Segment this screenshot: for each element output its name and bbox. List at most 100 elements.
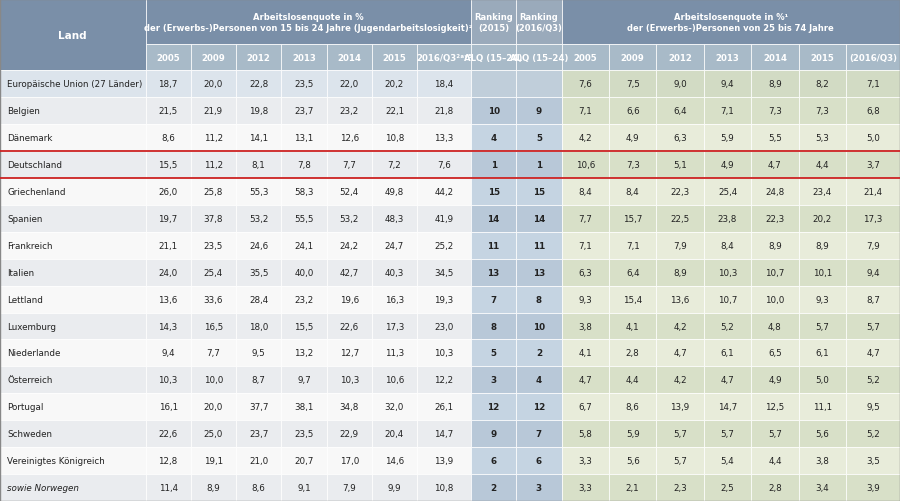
Text: Vereinigtes Königreich: Vereinigtes Königreich [7, 456, 105, 465]
Text: 25,0: 25,0 [203, 429, 223, 438]
Bar [146, 259, 191, 286]
Bar [372, 71, 417, 98]
Bar [191, 447, 236, 474]
Text: 2,1: 2,1 [626, 483, 640, 492]
Text: 4,1: 4,1 [626, 322, 640, 331]
Bar [517, 45, 562, 71]
Text: 5,2: 5,2 [866, 429, 880, 438]
Bar [146, 313, 191, 340]
Text: 23,7: 23,7 [294, 107, 313, 116]
Bar [0, 313, 146, 340]
Bar [704, 313, 752, 340]
Bar [282, 71, 327, 98]
Text: 5,7: 5,7 [768, 429, 782, 438]
Bar [471, 474, 517, 501]
Text: 10,1: 10,1 [813, 268, 832, 277]
Text: 11: 11 [533, 241, 545, 250]
Bar [704, 71, 752, 98]
Text: 12: 12 [488, 402, 500, 411]
Bar [282, 45, 327, 71]
Bar [327, 447, 372, 474]
Bar [656, 125, 704, 152]
Text: 5,7: 5,7 [815, 322, 829, 331]
Bar [752, 152, 798, 179]
Text: 9,3: 9,3 [579, 295, 592, 304]
Text: 5,0: 5,0 [866, 134, 880, 143]
Text: Frankreich: Frankreich [7, 241, 53, 250]
Bar [609, 232, 656, 259]
Text: 7,1: 7,1 [579, 107, 592, 116]
Text: 16,3: 16,3 [385, 295, 404, 304]
Text: 4,2: 4,2 [673, 376, 687, 385]
Text: 10,3: 10,3 [158, 376, 178, 385]
Text: 11,4: 11,4 [158, 483, 177, 492]
Text: 9,9: 9,9 [388, 483, 401, 492]
Text: 6,4: 6,4 [626, 268, 640, 277]
Bar [752, 71, 798, 98]
Bar [517, 98, 562, 125]
Bar [517, 474, 562, 501]
Text: 4,1: 4,1 [579, 349, 592, 358]
Bar [327, 71, 372, 98]
Text: 37,7: 37,7 [249, 402, 268, 411]
Bar [236, 152, 282, 179]
Bar [562, 367, 609, 394]
Bar [704, 232, 752, 259]
Bar [282, 232, 327, 259]
Text: 3: 3 [536, 483, 542, 492]
Text: 20,7: 20,7 [294, 456, 313, 465]
Bar [0, 394, 146, 420]
Text: 22,8: 22,8 [249, 80, 268, 89]
Bar [0, 447, 146, 474]
Bar [282, 125, 327, 152]
Text: 10,8: 10,8 [385, 134, 404, 143]
Bar [0, 178, 146, 205]
Text: 9: 9 [491, 429, 497, 438]
Text: 8: 8 [491, 322, 497, 331]
Bar [471, 152, 517, 179]
Text: 7,9: 7,9 [673, 241, 687, 250]
Text: 8,9: 8,9 [815, 241, 829, 250]
Bar [704, 45, 752, 71]
Text: 10,0: 10,0 [203, 376, 223, 385]
Text: 12,2: 12,2 [435, 376, 454, 385]
Bar [372, 125, 417, 152]
Text: 5,9: 5,9 [721, 134, 734, 143]
Text: 35,5: 35,5 [249, 268, 268, 277]
Text: 5,7: 5,7 [721, 429, 734, 438]
Text: 5,7: 5,7 [673, 429, 687, 438]
Bar [282, 474, 327, 501]
Bar [752, 286, 798, 313]
Bar [471, 259, 517, 286]
Bar [798, 447, 846, 474]
Bar [562, 98, 609, 125]
Bar [191, 340, 236, 367]
Text: 11,2: 11,2 [204, 161, 223, 170]
Text: 13,3: 13,3 [435, 134, 454, 143]
Text: Arbeitslosenquote in %¹
der (Erwerbs-)Personen von 25 bis 74 Jahre: Arbeitslosenquote in %¹ der (Erwerbs-)Pe… [627, 13, 834, 33]
Bar [798, 286, 846, 313]
Text: 15,7: 15,7 [623, 214, 643, 223]
Text: 25,2: 25,2 [435, 241, 454, 250]
Bar [752, 205, 798, 232]
Text: sowie Norwegen: sowie Norwegen [7, 483, 79, 492]
Text: 8,2: 8,2 [815, 80, 829, 89]
Bar [798, 178, 846, 205]
Bar [191, 98, 236, 125]
Bar [609, 420, 656, 447]
Text: 21,5: 21,5 [158, 107, 178, 116]
Text: ALQ (15–24): ALQ (15–24) [464, 54, 523, 63]
Bar [562, 447, 609, 474]
Text: 7,8: 7,8 [297, 161, 310, 170]
Bar [146, 394, 191, 420]
Text: 9,1: 9,1 [297, 483, 310, 492]
Bar [236, 259, 282, 286]
Bar [656, 313, 704, 340]
Bar [517, 394, 562, 420]
Text: 24,7: 24,7 [385, 241, 404, 250]
Bar [146, 71, 191, 98]
Text: 2012: 2012 [668, 54, 692, 63]
Bar [372, 313, 417, 340]
Bar [752, 98, 798, 125]
Text: 9: 9 [536, 107, 542, 116]
